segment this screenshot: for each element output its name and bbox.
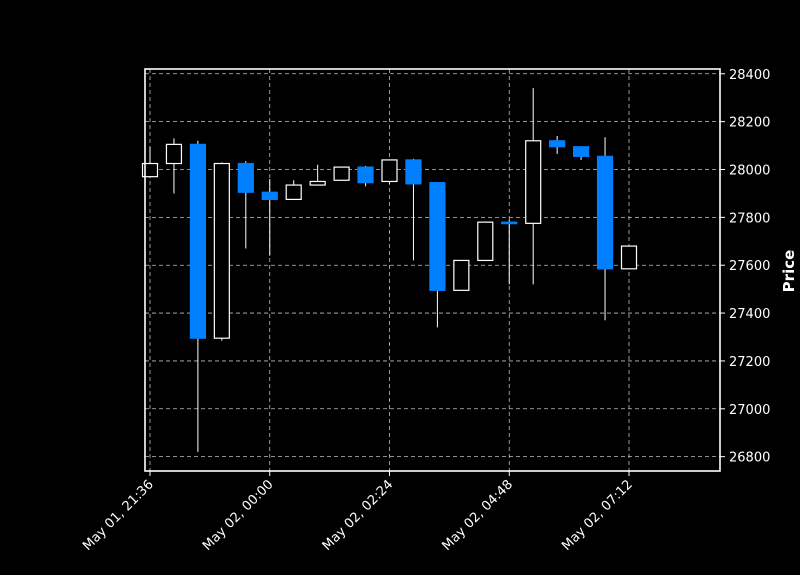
candle xyxy=(572,146,590,160)
y-tick-label: 28400 xyxy=(729,68,770,83)
candle-body-up xyxy=(477,221,494,262)
candle-body-up xyxy=(165,143,183,165)
y-tick-label: 26800 xyxy=(729,451,770,466)
candle xyxy=(525,88,542,285)
candle-body-down xyxy=(596,155,614,270)
candle xyxy=(261,179,278,256)
candle xyxy=(381,159,398,184)
candle-body-up xyxy=(309,180,326,186)
candle-body-down xyxy=(501,221,518,225)
candle xyxy=(213,162,230,341)
y-tick-label: 27800 xyxy=(729,211,770,226)
y-axis-title: Price xyxy=(780,250,798,293)
candle-body-down xyxy=(429,182,446,291)
y-tick-label: 28200 xyxy=(729,116,770,131)
candle xyxy=(165,138,183,194)
candle-body-down xyxy=(405,159,422,185)
candle-body-up xyxy=(213,162,230,339)
y-tick-label: 27000 xyxy=(729,403,770,418)
y-tick-label: 28000 xyxy=(729,164,770,179)
candle-body-down xyxy=(189,143,206,339)
y-tick-label: 27400 xyxy=(729,307,770,322)
candle-body-down xyxy=(549,140,566,148)
candle-body-up xyxy=(381,159,398,183)
candle xyxy=(477,221,494,262)
y-axis: 26800 27000 27200 27400 27600 27800 28000 28200… xyxy=(720,68,770,466)
y-tick-label: 27200 xyxy=(729,355,770,370)
candle xyxy=(549,136,566,154)
candle-body-up xyxy=(620,245,638,270)
candle xyxy=(429,182,446,328)
candle-body-up xyxy=(285,184,302,201)
candle-body-down xyxy=(261,191,278,201)
y-tick-label: 27600 xyxy=(729,259,770,274)
candle xyxy=(333,166,350,181)
candle xyxy=(596,137,614,321)
candle-body-up xyxy=(333,166,350,181)
candle xyxy=(357,165,374,187)
candle-body-down xyxy=(572,146,590,157)
candle-body-down xyxy=(357,166,374,184)
candle xyxy=(237,161,254,249)
candle-body-up xyxy=(453,259,470,291)
candle xyxy=(189,140,206,452)
candle xyxy=(285,180,302,201)
candle-body-up xyxy=(525,140,542,224)
candle xyxy=(620,245,638,270)
candle xyxy=(141,146,159,178)
candle-body-down xyxy=(237,162,254,193)
candle xyxy=(309,164,326,186)
candle-body-up xyxy=(141,162,159,178)
plot-frame xyxy=(144,68,721,472)
candle xyxy=(405,158,422,261)
candle xyxy=(453,259,470,291)
candles xyxy=(141,88,638,452)
candle xyxy=(501,219,518,285)
